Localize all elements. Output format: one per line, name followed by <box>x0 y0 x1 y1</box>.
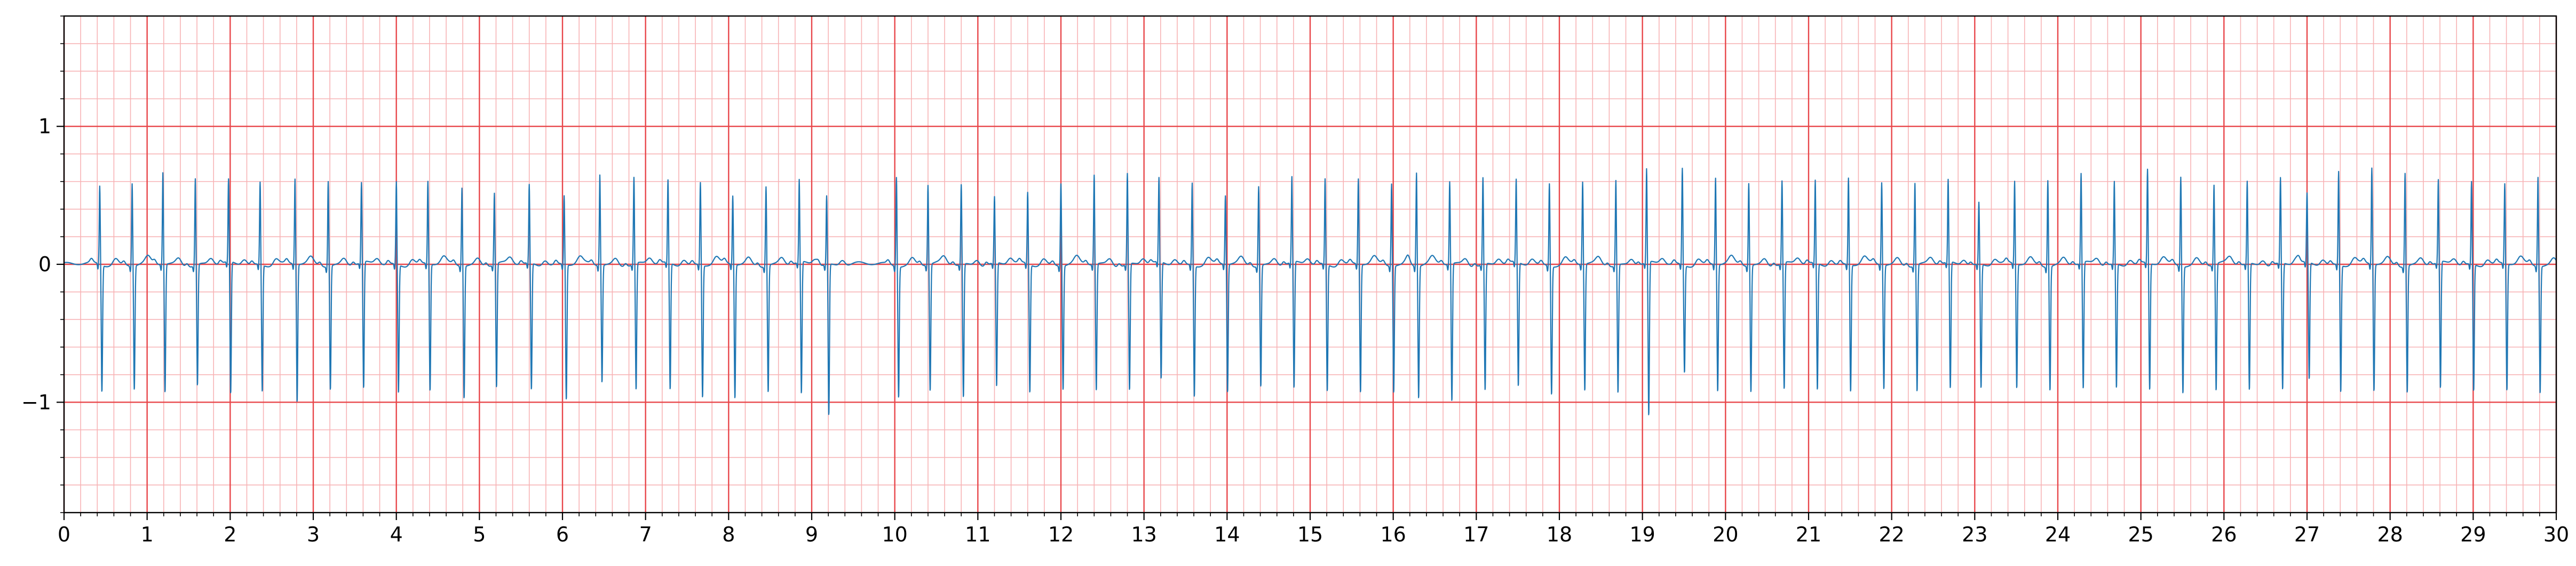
x-tick-label: 10 <box>882 523 907 546</box>
x-tick-label: 18 <box>1547 523 1572 546</box>
x-tick-label: 27 <box>2294 523 2320 546</box>
x-tick-label: 23 <box>1962 523 1987 546</box>
x-tick-label: 21 <box>1796 523 1821 546</box>
y-tick-labels: −1 0 1 <box>21 115 51 414</box>
x-tick-label: 24 <box>2045 523 2071 546</box>
ecg-trace-line <box>64 167 2557 415</box>
x-tick-label: 20 <box>1713 523 1738 546</box>
x-tick-label: 25 <box>2128 523 2153 546</box>
x-tick-label: 6 <box>556 523 569 546</box>
axis-ticks <box>57 15 2557 520</box>
x-tick-label: 19 <box>1629 523 1655 546</box>
major-grid <box>63 16 2557 513</box>
x-tick-label: 8 <box>722 523 735 546</box>
x-tick-label: 17 <box>1463 523 1489 546</box>
x-tick-label: 13 <box>1131 523 1156 546</box>
x-tick-label: 1 <box>141 523 154 546</box>
series-layer <box>64 167 2557 415</box>
x-tick-label: 3 <box>307 523 320 546</box>
x-tick-label: 0 <box>58 523 70 546</box>
x-tick-label: 11 <box>965 523 990 546</box>
x-tick-label: 7 <box>639 523 652 546</box>
x-tick-label: 22 <box>1879 523 1904 546</box>
y-tick-label: 0 <box>38 253 51 276</box>
x-tick-label: 9 <box>805 523 818 546</box>
x-tick-label: 4 <box>390 523 403 546</box>
x-tick-label: 29 <box>2460 523 2486 546</box>
x-tick-label: 16 <box>1380 523 1406 546</box>
x-tick-label: 26 <box>2211 523 2237 546</box>
y-tick-label: 1 <box>38 115 51 138</box>
x-tick-label: 5 <box>473 523 486 546</box>
y-tick-label: −1 <box>21 390 51 414</box>
x-tick-label: 14 <box>1214 523 1240 546</box>
x-tick-label: 30 <box>2543 523 2569 546</box>
x-tick-label: 12 <box>1048 523 1074 546</box>
x-tick-label: 15 <box>1297 523 1323 546</box>
x-tick-label: 28 <box>2377 523 2403 546</box>
x-tick-labels: 0 1 2 3 4 5 6 7 8 9 10 11 12 13 14 15 16 17 18 19 20 21 22 23 24… <box>58 523 2569 546</box>
x-tick-label: 2 <box>224 523 236 546</box>
